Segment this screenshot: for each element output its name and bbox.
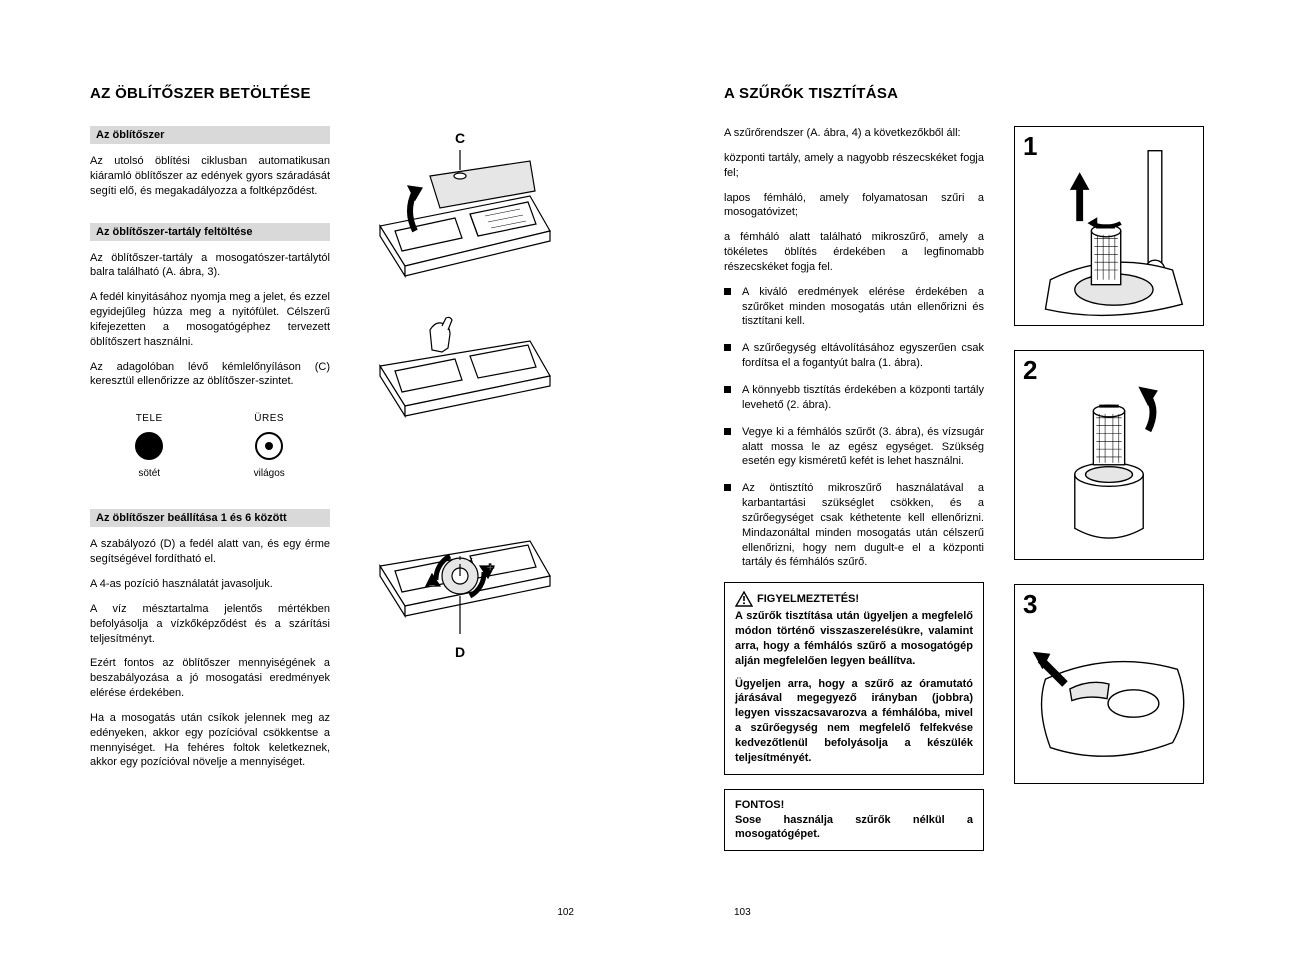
indicator-row: TELE sötét ÜRES világos	[90, 413, 330, 479]
figure-3: 3	[1014, 584, 1204, 784]
svg-text:+: +	[486, 559, 494, 575]
figure-d: − + D	[360, 486, 560, 656]
bullet-list: A kiváló eredmények elérése érdekében a …	[724, 285, 984, 571]
right-text-column: A szűrőrendszer (A. ábra, 4) a következő…	[724, 126, 984, 865]
indicator-label: TELE	[136, 413, 163, 424]
dispenser-small-svg	[360, 296, 560, 426]
warning-text: A szűrők tisztítása után ügyeljen a megf…	[735, 610, 973, 667]
title-left: AZ ÖBLÍTŐSZER BETÖLTÉSE	[90, 85, 584, 102]
para: A szűrőrendszer (A. ábra, 4) a következő…	[724, 126, 984, 141]
dot-full-icon	[135, 432, 163, 460]
para: Ha a mosogatás után csíkok jelennek meg …	[90, 711, 330, 770]
subhead-1: Az öblítőszer	[90, 126, 330, 144]
important-text: Sose használja szűrők nélkül a mosogatóg…	[735, 814, 973, 841]
para: Az öblítőszer-tartály a mosogatószer-tar…	[90, 251, 330, 281]
figure-dispenser-small	[360, 296, 560, 426]
para: Az utolsó öblítési ciklusban automatikus…	[90, 154, 330, 199]
svg-text:−: −	[428, 577, 436, 593]
left-columns: Az öblítőszer Az utolsó öblítési ciklusb…	[90, 126, 584, 794]
filter-separate-svg	[1021, 357, 1197, 553]
warning-icon	[735, 591, 753, 607]
list-item: A könnyebb tisztítás érdekében a központ…	[724, 383, 984, 413]
left-text-column: Az öblítőszer Az utolsó öblítési ciklusb…	[90, 126, 330, 794]
right-figure-column: 1	[1014, 126, 1204, 865]
list-item: A szűrőegység eltávolításához egyszerűen…	[724, 341, 984, 371]
indicator-empty: ÜRES világos	[254, 413, 285, 479]
figure-c: C	[360, 136, 560, 286]
para: A víz mésztartalma jelentős mértékben be…	[90, 602, 330, 647]
important-box: FONTOS! Sose használja szűrők nélkül a m…	[724, 789, 984, 852]
subhead-2: Az öblítőszer-tartály feltöltése	[90, 223, 330, 241]
page-number: 103	[734, 907, 751, 918]
warning-title: FIGYELMEZTETÉS!	[757, 593, 859, 605]
sec-rinse-aid: Az öblítőszer Az utolsó öblítési ciklusb…	[90, 126, 330, 199]
dot-empty-icon	[255, 432, 283, 460]
dispenser-d-svg: − +	[360, 486, 560, 656]
indicator-full: TELE sötét	[135, 413, 163, 479]
right-columns: A szűrőrendszer (A. ábra, 4) a következő…	[724, 126, 1218, 865]
page-left: AZ ÖBLÍTŐSZER BETÖLTÉSE Az öblítőszer Az…	[0, 0, 654, 954]
filter-remove-svg	[1021, 133, 1197, 319]
list-item: Vegye ki a fémhálós szűrőt (3. ábra), és…	[724, 425, 984, 470]
para: lapos fémháló, amely folyamatosan szűri …	[724, 191, 984, 221]
para: A szabályozó (D) a fedél alatt van, és e…	[90, 537, 330, 567]
para: a fémháló alatt található mikroszűrő, am…	[724, 230, 984, 275]
indicator-label: világos	[254, 468, 285, 479]
figure-number: 2	[1023, 355, 1037, 386]
indicator-label: sötét	[138, 468, 160, 479]
list-item: A kiváló eredmények elérése érdekében a …	[724, 285, 984, 330]
page-number: 102	[557, 907, 574, 918]
important-title: FONTOS!	[735, 799, 784, 811]
figure-label-c: C	[455, 130, 465, 146]
list-item: Az öntisztító mikroszűrő használatával a…	[724, 481, 984, 570]
indicator-label: ÜRES	[254, 413, 284, 424]
left-figure-column: C	[360, 126, 560, 794]
figure-1: 1	[1014, 126, 1204, 326]
page-right: A SZŰRŐK TISZTÍTÁSA A szűrőrendszer (A. …	[654, 0, 1308, 954]
title-right: A SZŰRŐK TISZTÍTÁSA	[724, 85, 1218, 102]
para: A 4-as pozíció használatát javasoljuk.	[90, 577, 330, 592]
para: Az adagolóban lévő kémlelőnyíláson (C) k…	[90, 360, 330, 390]
warning-box: FIGYELMEZTETÉS! A szűrők tisztítása után…	[724, 582, 984, 774]
dispenser-c-svg	[360, 136, 560, 286]
subhead-3: Az öblítőszer beállítása 1 és 6 között	[90, 509, 330, 527]
figure-number: 1	[1023, 131, 1037, 162]
figure-label-d: D	[455, 644, 465, 660]
para: Ezért fontos az öblítőszer mennyiségének…	[90, 656, 330, 701]
para: központi tartály, amely a nagyobb részec…	[724, 151, 984, 181]
figure-number: 3	[1023, 589, 1037, 620]
figure-2: 2	[1014, 350, 1204, 560]
warning-text: Ügyeljen arra, hogy a szűrő az óramutató…	[735, 678, 973, 764]
para: A fedél kinyitásához nyomja meg a jelet,…	[90, 290, 330, 349]
mesh-plate-svg	[1021, 591, 1197, 777]
sec-filling: Az öblítőszer-tartály feltöltése Az öblí…	[90, 223, 330, 390]
sec-adjust: Az öblítőszer beállítása 1 és 6 között A…	[90, 509, 330, 770]
